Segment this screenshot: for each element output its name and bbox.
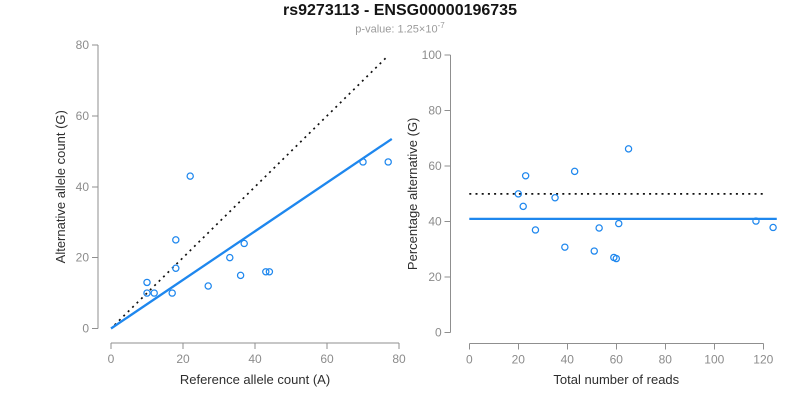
data-point <box>551 194 559 202</box>
data-point <box>612 254 621 263</box>
x-tick-label: 120 <box>753 352 773 366</box>
y-axis-title: Percentage alternative (G) <box>405 118 420 270</box>
data-point <box>359 158 367 166</box>
x-tick-label: 80 <box>659 352 673 366</box>
x-tick-label: 80 <box>392 352 406 366</box>
figure-subtitle: p-value: 1.25×10-7 <box>0 21 800 36</box>
y-tick-label: 0 <box>435 326 442 340</box>
data-point <box>595 224 603 232</box>
data-point <box>531 226 540 234</box>
data-point <box>561 243 569 251</box>
data-point <box>769 223 777 232</box>
y-tick-label: 80 <box>76 38 90 52</box>
data-point <box>143 278 151 287</box>
data-point <box>570 167 579 176</box>
data-point <box>172 236 180 244</box>
data-point <box>519 202 527 211</box>
data-point <box>168 289 176 297</box>
pvalue-mantissa: 1.25×10 <box>397 23 438 36</box>
data-point <box>265 268 274 276</box>
data-point <box>615 219 623 228</box>
percentage-panel: 0 20 40 60 80 100 120 0 20 40 60 80 100 Total number … <box>405 48 777 387</box>
fit-line <box>110 137 393 330</box>
x-tick-label: 0 <box>108 352 115 366</box>
x-tick-label: 60 <box>320 352 334 366</box>
data-point <box>150 289 158 297</box>
data-point <box>752 217 760 225</box>
y-tick-label: 60 <box>428 159 442 173</box>
x-tick-label: 0 <box>466 352 473 366</box>
x-tick-label: 40 <box>248 352 262 366</box>
x-tick-label: 20 <box>176 352 190 366</box>
data-point <box>226 253 234 262</box>
x-axis-title: Total number of reads <box>553 372 679 387</box>
pvalue-label: p-value: <box>355 23 395 36</box>
data-point <box>236 271 245 280</box>
y-tick-label: 40 <box>428 215 442 229</box>
y-axis-title: Alternative allele count (G) <box>53 110 68 263</box>
y-tick-label: 80 <box>428 104 442 118</box>
data-point <box>240 239 248 248</box>
data-point <box>384 158 392 166</box>
data-point <box>514 190 523 198</box>
identity-line <box>114 55 389 326</box>
data-point <box>204 282 212 290</box>
data-point <box>521 172 530 180</box>
data-point <box>172 264 180 272</box>
data-point <box>143 289 151 297</box>
y-tick-label: 20 <box>76 251 90 265</box>
pvalue-exponent: -7 <box>437 21 445 30</box>
data-point <box>624 145 633 153</box>
y-tick-label: 0 <box>82 322 89 336</box>
y-tick-label: 40 <box>76 180 90 194</box>
y-tick-label: 60 <box>76 109 90 123</box>
data-point <box>590 247 598 255</box>
y-tick-label: 100 <box>422 48 442 62</box>
y-tick-label: 20 <box>428 270 442 284</box>
data-point <box>262 268 270 276</box>
allele-counts-panel: 0 20 40 60 80 0 20 40 60 80 Reference allele count… <box>53 38 406 387</box>
x-tick-label: 100 <box>704 352 724 366</box>
x-tick-label: 60 <box>610 352 624 366</box>
x-tick-label: 40 <box>561 352 575 366</box>
x-axis-title: Reference allele count (A) <box>180 372 330 387</box>
figure-title: rs9273113 - ENSG00000196735 <box>283 2 517 19</box>
x-tick-label: 20 <box>512 352 526 366</box>
data-point <box>186 172 194 180</box>
